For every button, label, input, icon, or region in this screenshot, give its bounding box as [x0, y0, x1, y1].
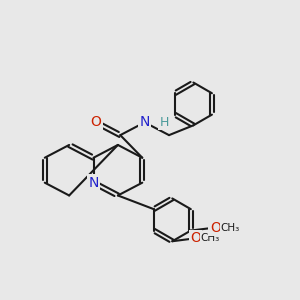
- Text: O: O: [190, 231, 201, 245]
- Text: N: N: [140, 116, 150, 129]
- Text: O: O: [210, 220, 220, 235]
- Text: CH₃: CH₃: [220, 223, 240, 232]
- Text: CH₃: CH₃: [201, 233, 220, 243]
- Text: N: N: [88, 176, 99, 190]
- Text: O: O: [91, 116, 101, 129]
- Text: H: H: [159, 116, 169, 129]
